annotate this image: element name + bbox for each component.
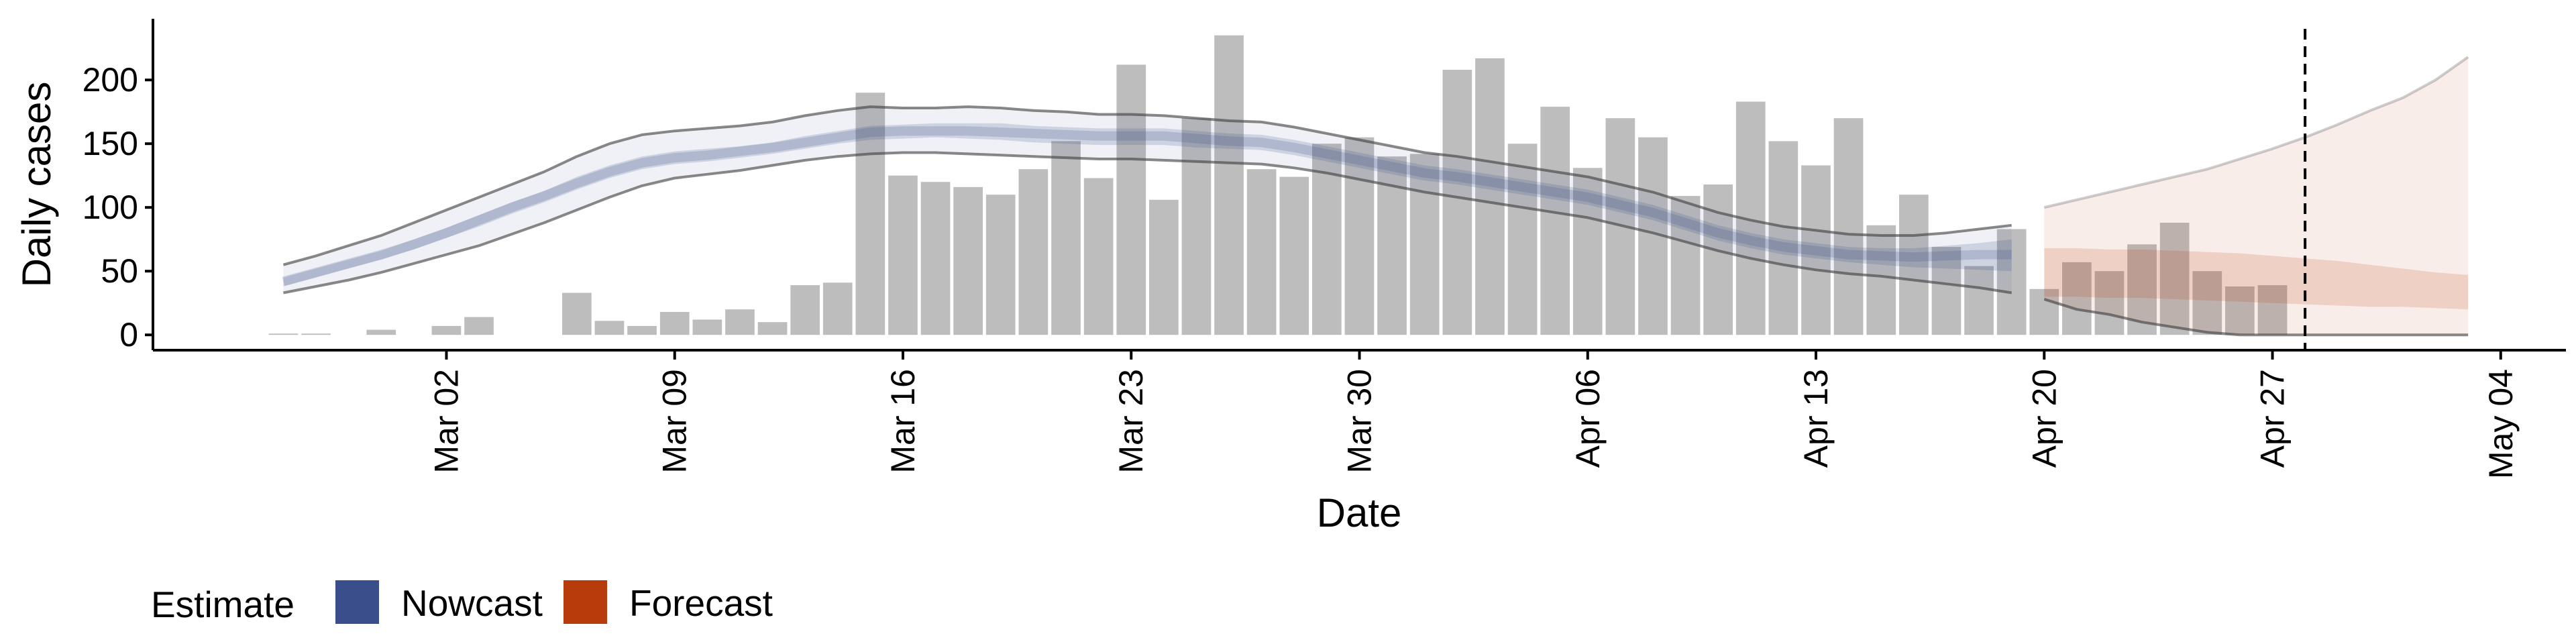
y-tick-label: 100	[83, 189, 138, 226]
bar	[2225, 286, 2255, 335]
x-tick-label: Mar 23	[1112, 369, 1150, 474]
forecast-band-90	[2044, 57, 2469, 335]
bar	[2062, 262, 2092, 335]
bar	[1996, 229, 2027, 335]
x-tick-label: Mar 30	[1341, 369, 1379, 474]
x-tick-label: Apr 27	[2254, 369, 2292, 468]
bar	[1931, 247, 1962, 335]
bar	[1507, 144, 1538, 335]
bar	[1149, 199, 1179, 335]
bar	[2159, 223, 2190, 335]
bar	[1540, 107, 1570, 335]
nowcast-lower-line	[283, 151, 2012, 294]
legend-swatch-forecast	[564, 580, 607, 624]
y-axis-title: Daily cases	[14, 82, 59, 288]
bar	[920, 182, 951, 335]
bar	[985, 195, 1016, 335]
legend: Estimate Nowcast Forecast	[151, 580, 773, 625]
bar	[268, 333, 299, 335]
bar	[1670, 196, 1701, 335]
bar	[1866, 225, 1896, 335]
legend-label-nowcast: Nowcast	[401, 582, 543, 624]
bar	[464, 317, 494, 335]
bar	[366, 329, 396, 335]
legend-title: Estimate	[151, 584, 294, 625]
bars-layer	[268, 35, 2288, 335]
x-tick-label: Apr 13	[1797, 369, 1835, 468]
y-tick-label: 200	[83, 61, 138, 99]
bar	[953, 186, 983, 335]
bar	[790, 285, 820, 335]
bar	[1083, 178, 1114, 335]
bar	[855, 93, 885, 335]
bar	[431, 325, 462, 335]
forecast-band-50	[2044, 248, 2469, 310]
bar	[1475, 58, 1505, 335]
nowcast-upper-line	[282, 105, 2012, 266]
forecast-upper-line	[2043, 56, 2469, 209]
bar	[627, 325, 657, 335]
bar	[1214, 35, 1244, 335]
x-ticks: Mar 02 Mar 09 Mar 16 Mar 23 Mar 30 Apr 06 Apr …	[427, 350, 2520, 479]
y-ticks: 0 50 100 150 200	[83, 61, 153, 354]
bar	[725, 309, 755, 335]
x-tick-label: Apr 06	[1569, 369, 1607, 468]
ribbons-layer	[282, 56, 2469, 337]
bar	[1768, 141, 1799, 335]
nowcast-band-90	[283, 107, 2012, 293]
bar	[888, 175, 918, 335]
bar	[692, 319, 722, 335]
bar	[1801, 165, 1831, 335]
bar	[1833, 118, 1864, 335]
y-tick-label: 50	[101, 252, 138, 290]
bar	[1899, 195, 1929, 335]
bar	[2257, 285, 2288, 335]
bar	[301, 333, 331, 335]
y-tick-label: 150	[83, 125, 138, 162]
bar	[1572, 168, 1603, 335]
bar	[594, 321, 625, 335]
legend-label-forecast: Forecast	[629, 582, 773, 624]
bar	[1344, 137, 1375, 335]
x-tick-label: Mar 09	[656, 369, 694, 474]
legend-swatch-nowcast	[335, 580, 379, 624]
bar	[1703, 184, 1733, 335]
bar	[1409, 154, 1440, 335]
bar	[1018, 169, 1049, 335]
bar	[562, 292, 592, 335]
bar	[757, 322, 788, 335]
y-tick-label: 0	[119, 316, 138, 354]
bar	[1051, 141, 1081, 335]
bar	[2094, 271, 2125, 335]
bar	[1181, 118, 1212, 335]
bar	[659, 312, 690, 335]
x-tick-label: May 04	[2482, 369, 2520, 479]
bar	[2192, 271, 2222, 335]
nowcast-median-line	[282, 126, 2012, 286]
x-tick-label: Mar 16	[884, 369, 922, 474]
bar	[1964, 266, 1994, 335]
bar	[822, 282, 853, 335]
x-tick-label: Mar 02	[427, 369, 465, 474]
bar	[1279, 176, 1309, 335]
forecast-lower-line	[2043, 298, 2469, 337]
x-axis-title: Date	[1317, 490, 1402, 535]
bar	[1442, 70, 1472, 335]
bar	[1116, 64, 1146, 335]
bar	[1246, 169, 1277, 335]
x-tick-label: Apr 20	[2025, 369, 2063, 468]
bar	[2029, 288, 2059, 335]
